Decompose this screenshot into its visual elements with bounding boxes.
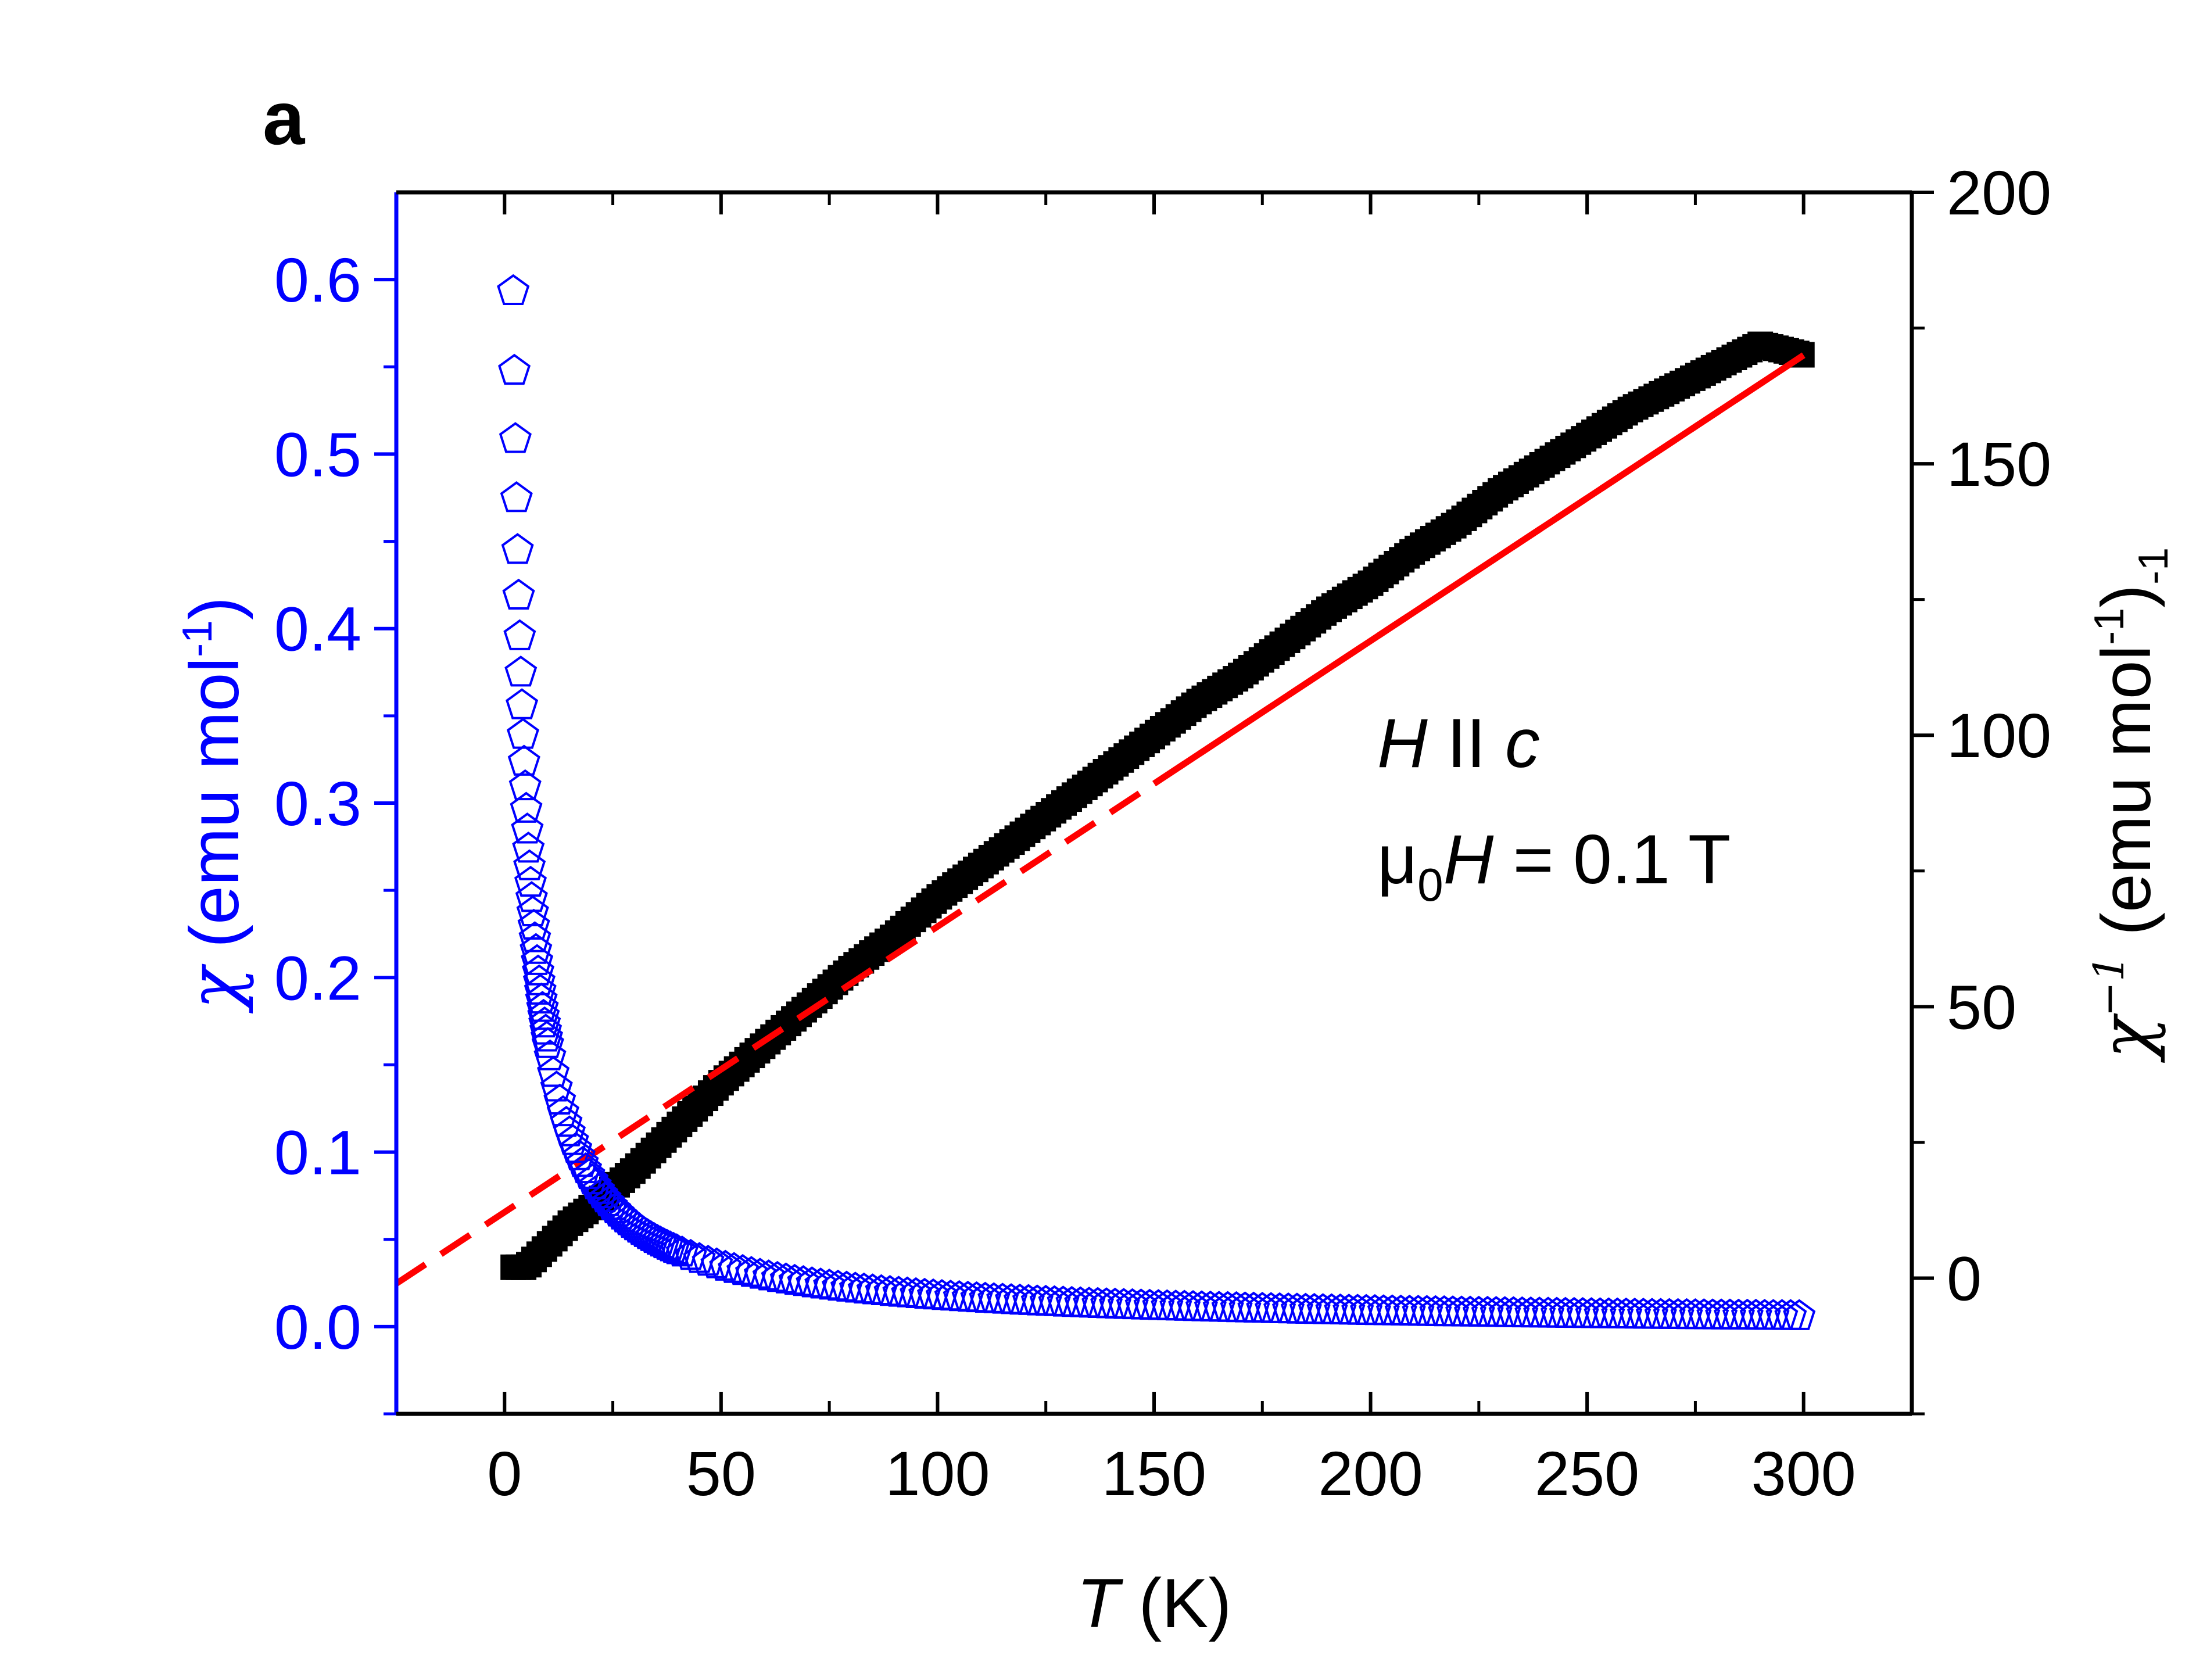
- y-right-tick-label: 0: [1947, 1243, 1982, 1313]
- y-left-tick-label: 0.5: [274, 419, 361, 489]
- chi-point: [553, 1115, 586, 1147]
- y-right-tick-label: 50: [1947, 972, 2016, 1042]
- chi-point: [550, 1105, 583, 1137]
- y-left-tick-label: 0.4: [274, 594, 361, 664]
- chi-point: [512, 832, 545, 863]
- y-left-tick-label: 0.6: [274, 245, 361, 315]
- chi-point: [543, 1083, 576, 1115]
- chi-point: [528, 1006, 561, 1038]
- chi-point: [569, 1152, 603, 1184]
- chi-point: [521, 944, 554, 975]
- fit-line-solid: [1152, 352, 1805, 787]
- y-right-tick-label: 150: [1947, 429, 2051, 499]
- chi-point: [520, 933, 553, 964]
- y-right-tick-label: 100: [1947, 700, 2051, 771]
- chi-point: [517, 908, 550, 940]
- chi-point: [527, 998, 560, 1030]
- chi-point: [503, 619, 536, 650]
- chi-point: [582, 1173, 615, 1204]
- chi-point: [1783, 1299, 1816, 1330]
- chi-point: [718, 1252, 751, 1283]
- x-tick-label: 0: [487, 1438, 522, 1509]
- chi-point: [506, 718, 539, 749]
- x-axis-title: T (K): [1077, 1564, 1232, 1642]
- x-tick-label: 100: [885, 1438, 990, 1509]
- chi-point: [537, 1056, 570, 1087]
- chi-point: [563, 1139, 596, 1170]
- axes-layer: [374, 190, 1934, 1416]
- chi-point: [497, 274, 530, 305]
- chi-point: [518, 921, 551, 952]
- y-left-tick-label: 0.2: [274, 943, 361, 1013]
- y-left-tick-label: 0.1: [274, 1117, 361, 1188]
- panel-label: a: [263, 76, 306, 160]
- chi-point: [511, 812, 544, 844]
- chi-point: [507, 744, 540, 776]
- chi-point: [546, 1095, 579, 1127]
- chi-point: [531, 1027, 564, 1058]
- annotation-field-strength: μ0H = 0.1 T: [1377, 821, 1731, 911]
- chi-point: [526, 991, 559, 1022]
- chi-point: [525, 982, 558, 1014]
- x-tick-label: 50: [686, 1438, 756, 1509]
- chi-point: [522, 954, 555, 986]
- chi-point: [513, 849, 546, 880]
- chi-point: [566, 1146, 599, 1177]
- chi-point: [579, 1168, 612, 1199]
- chi-point: [533, 1039, 567, 1070]
- chi-point: [660, 1233, 693, 1265]
- x-tick-label: 150: [1102, 1438, 1206, 1509]
- chi-point: [504, 655, 538, 687]
- chi-point: [514, 865, 547, 897]
- y-right-tick-label: 200: [1947, 157, 2051, 228]
- chi-point: [510, 791, 543, 823]
- x-tick-label: 250: [1535, 1438, 1639, 1509]
- chi-point: [530, 1020, 563, 1052]
- y-left-tick-label: 0.3: [274, 768, 361, 839]
- chi-point: [498, 353, 531, 385]
- plot-layer: [394, 274, 1816, 1330]
- x-tick-label: 300: [1751, 1438, 1856, 1509]
- y-right-axis-title: χ−1 (emu mol-1)-1: [2084, 547, 2177, 1063]
- chi-point: [508, 769, 542, 801]
- y-left-tick-label: 0.0: [274, 1292, 361, 1362]
- y-left-axis-title: χ (emu mol-1): [174, 597, 255, 1013]
- chi-point: [506, 688, 539, 719]
- text-layer: 0 50 100 150 200 250 300 0.0 0.1 0.2 0.3 0.4 0.5 0.6 0…: [174, 76, 2177, 1642]
- chi-point: [502, 578, 535, 610]
- chi-point: [499, 422, 532, 453]
- chi-point: [500, 481, 533, 513]
- chi-point: [501, 533, 534, 564]
- x-tick-label: 200: [1318, 1438, 1423, 1509]
- annotation-field-direction: H II c: [1377, 704, 1540, 782]
